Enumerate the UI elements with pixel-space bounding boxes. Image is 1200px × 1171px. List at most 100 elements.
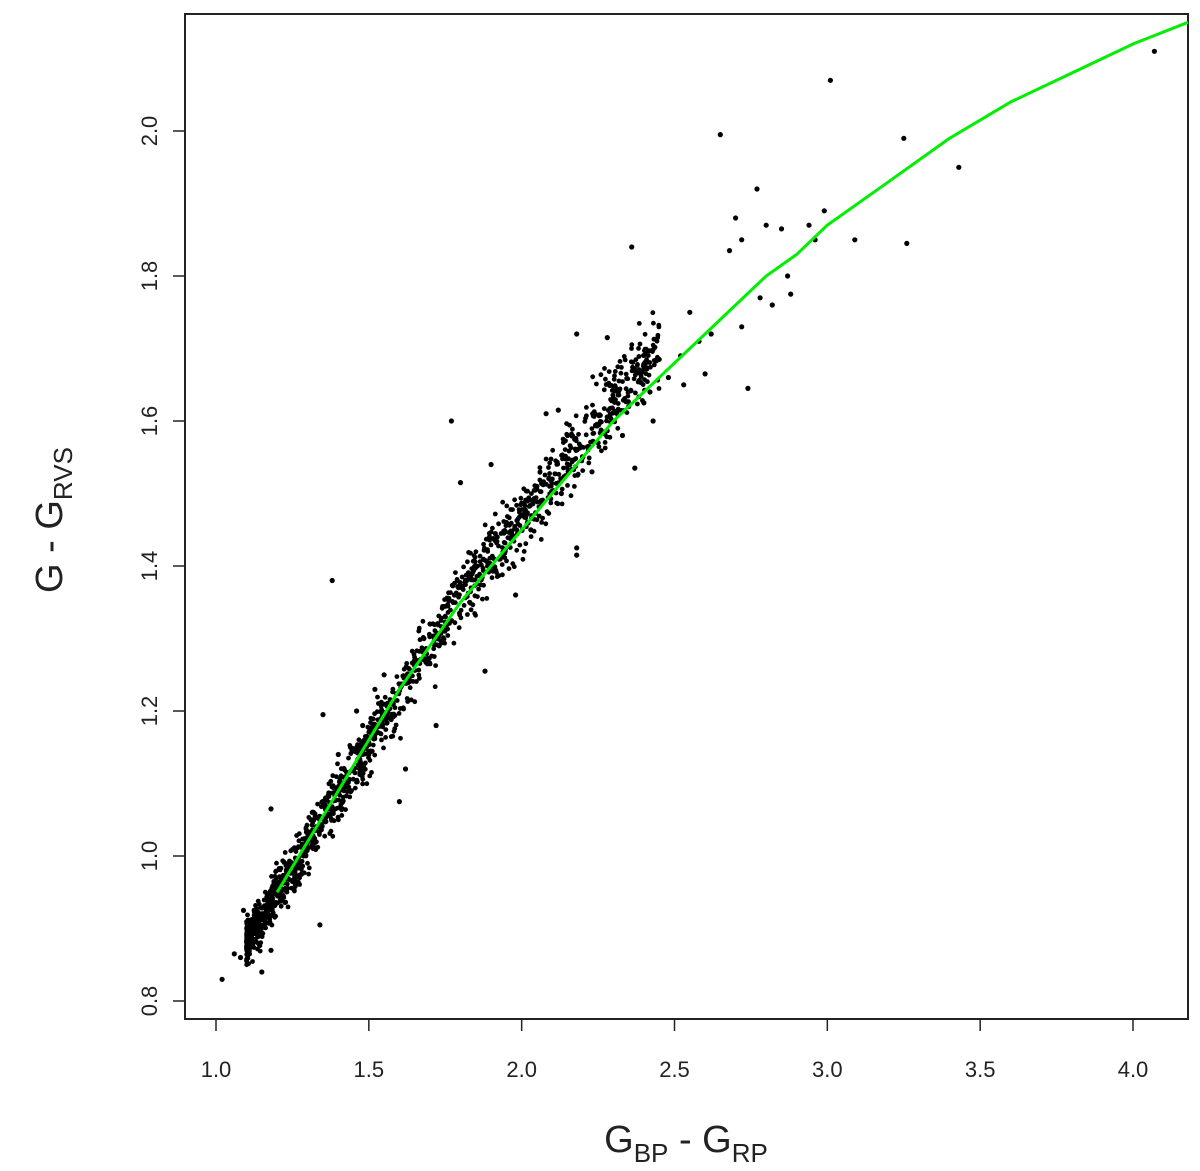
cloud-point — [368, 720, 373, 725]
cloud-point — [451, 640, 457, 646]
cloud-point — [315, 801, 320, 807]
cloud-point — [651, 358, 657, 363]
cloud-point — [536, 513, 542, 519]
data-point — [320, 712, 326, 718]
data-point — [237, 954, 244, 961]
cloud-point — [594, 381, 599, 387]
cloud-point — [494, 540, 499, 546]
cloud-point — [305, 831, 311, 837]
x-tick-label: 2.0 — [506, 1057, 537, 1082]
cloud-point — [528, 534, 534, 539]
cloud-point — [379, 707, 384, 713]
cloud-point — [640, 382, 646, 387]
cloud-point — [329, 810, 335, 816]
cloud-point — [264, 891, 270, 896]
cloud-point — [346, 755, 351, 761]
cloud-point — [629, 346, 634, 351]
cloud-point — [533, 495, 539, 501]
cloud-point — [488, 529, 494, 535]
cloud-point — [541, 479, 546, 485]
cloud-point — [606, 369, 612, 374]
cloud-point — [548, 456, 554, 462]
cloud-point — [294, 833, 300, 838]
cloud-point — [310, 809, 316, 815]
cloud-point — [635, 379, 641, 385]
cloud-point — [569, 433, 575, 439]
cloud-point — [337, 779, 342, 785]
cloud-point — [271, 889, 277, 895]
cloud-point — [618, 370, 624, 376]
data-point — [604, 335, 610, 341]
cloud-point — [518, 495, 524, 501]
cloud-point — [552, 471, 558, 477]
data-point — [629, 244, 635, 250]
data-point — [448, 418, 454, 424]
y-tick-label: 1.2 — [137, 696, 162, 727]
cloud-point — [517, 542, 523, 548]
data-point — [372, 686, 378, 692]
cloud-point — [562, 447, 568, 452]
cloud-point — [636, 321, 642, 326]
cloud-point — [601, 387, 607, 393]
cloud-point — [406, 665, 411, 671]
data-point — [329, 577, 335, 584]
cloud-point — [407, 685, 413, 691]
cloud-point — [279, 897, 285, 903]
cloud-point — [302, 851, 308, 857]
cloud-point — [570, 426, 575, 432]
cloud-point — [465, 559, 470, 565]
x-tick-label: 4.0 — [1118, 1057, 1149, 1082]
cloud-point — [370, 742, 376, 748]
cloud-point — [424, 657, 430, 663]
data-point — [733, 215, 739, 221]
cloud-point — [615, 392, 621, 398]
cloud-point — [352, 785, 358, 791]
cloud-point — [448, 607, 453, 613]
cloud-point — [633, 390, 638, 396]
cloud-point — [514, 502, 519, 508]
cloud-point — [558, 476, 563, 481]
data-point — [827, 77, 834, 83]
data-point — [665, 374, 672, 381]
cloud-point — [309, 842, 315, 848]
cloud-point — [247, 951, 253, 957]
cloud-point — [322, 833, 328, 839]
data-point — [574, 552, 580, 558]
cloud-point — [550, 447, 556, 453]
cloud-point — [636, 346, 641, 351]
x-axis-title: GBP - GRP — [604, 1119, 768, 1168]
cloud-point — [320, 801, 326, 807]
cloud-point — [368, 727, 373, 733]
cloud-point — [584, 413, 589, 419]
cloud-point — [390, 686, 396, 692]
cloud-point — [586, 460, 592, 466]
cloud-point — [273, 900, 279, 905]
y-axis-title: G - GRVS — [29, 447, 78, 593]
cloud-point — [602, 440, 608, 445]
cloud-point — [292, 869, 298, 875]
cloud-point — [543, 521, 549, 527]
cloud-point — [555, 461, 561, 467]
data-point — [259, 969, 265, 975]
cloud-point — [559, 501, 565, 507]
cloud-point — [489, 575, 495, 581]
data-point — [482, 668, 488, 674]
cloud-point — [375, 694, 380, 700]
cloud-point — [635, 369, 641, 375]
cloud-point — [591, 430, 597, 436]
cloud-point — [366, 755, 371, 761]
cloud-point — [391, 728, 397, 734]
cloud-point — [642, 377, 647, 382]
cloud-point — [364, 781, 370, 787]
cloud-point — [564, 431, 570, 437]
cloud-point — [500, 545, 505, 550]
cloud-point — [480, 596, 485, 602]
cloud-point — [435, 621, 441, 626]
cloud-point — [253, 921, 259, 927]
cloud-point — [431, 646, 437, 652]
cloud-point — [462, 579, 468, 585]
data-point — [1151, 48, 1157, 54]
cloud-point — [363, 760, 368, 766]
cloud-point — [492, 531, 498, 537]
cloud-point — [335, 814, 341, 820]
